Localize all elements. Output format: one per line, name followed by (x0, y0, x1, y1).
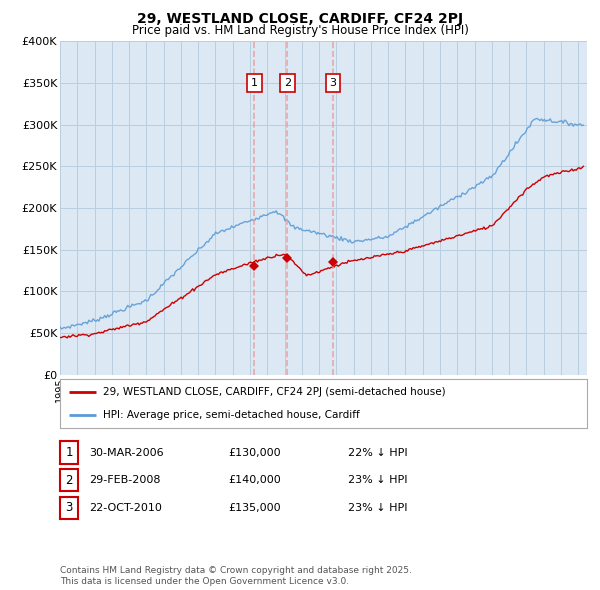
Text: HPI: Average price, semi-detached house, Cardiff: HPI: Average price, semi-detached house,… (103, 409, 360, 419)
Text: 29, WESTLAND CLOSE, CARDIFF, CF24 2PJ: 29, WESTLAND CLOSE, CARDIFF, CF24 2PJ (137, 12, 463, 26)
Text: £130,000: £130,000 (228, 448, 281, 457)
Text: 22% ↓ HPI: 22% ↓ HPI (348, 448, 407, 457)
Text: 2: 2 (284, 78, 291, 88)
Text: 1: 1 (65, 446, 73, 459)
Text: 3: 3 (329, 78, 337, 88)
Text: 3: 3 (65, 502, 73, 514)
Text: 1: 1 (251, 78, 258, 88)
Text: 2: 2 (65, 474, 73, 487)
Text: Contains HM Land Registry data © Crown copyright and database right 2025.
This d: Contains HM Land Registry data © Crown c… (60, 566, 412, 586)
Text: £135,000: £135,000 (228, 503, 281, 513)
Text: 29, WESTLAND CLOSE, CARDIFF, CF24 2PJ (semi-detached house): 29, WESTLAND CLOSE, CARDIFF, CF24 2PJ (s… (103, 388, 446, 398)
Text: 23% ↓ HPI: 23% ↓ HPI (348, 503, 407, 513)
Text: 22-OCT-2010: 22-OCT-2010 (89, 503, 161, 513)
Text: 23% ↓ HPI: 23% ↓ HPI (348, 476, 407, 485)
Text: 29-FEB-2008: 29-FEB-2008 (89, 476, 160, 485)
Text: 30-MAR-2006: 30-MAR-2006 (89, 448, 163, 457)
Text: Price paid vs. HM Land Registry's House Price Index (HPI): Price paid vs. HM Land Registry's House … (131, 24, 469, 37)
Text: £140,000: £140,000 (228, 476, 281, 485)
